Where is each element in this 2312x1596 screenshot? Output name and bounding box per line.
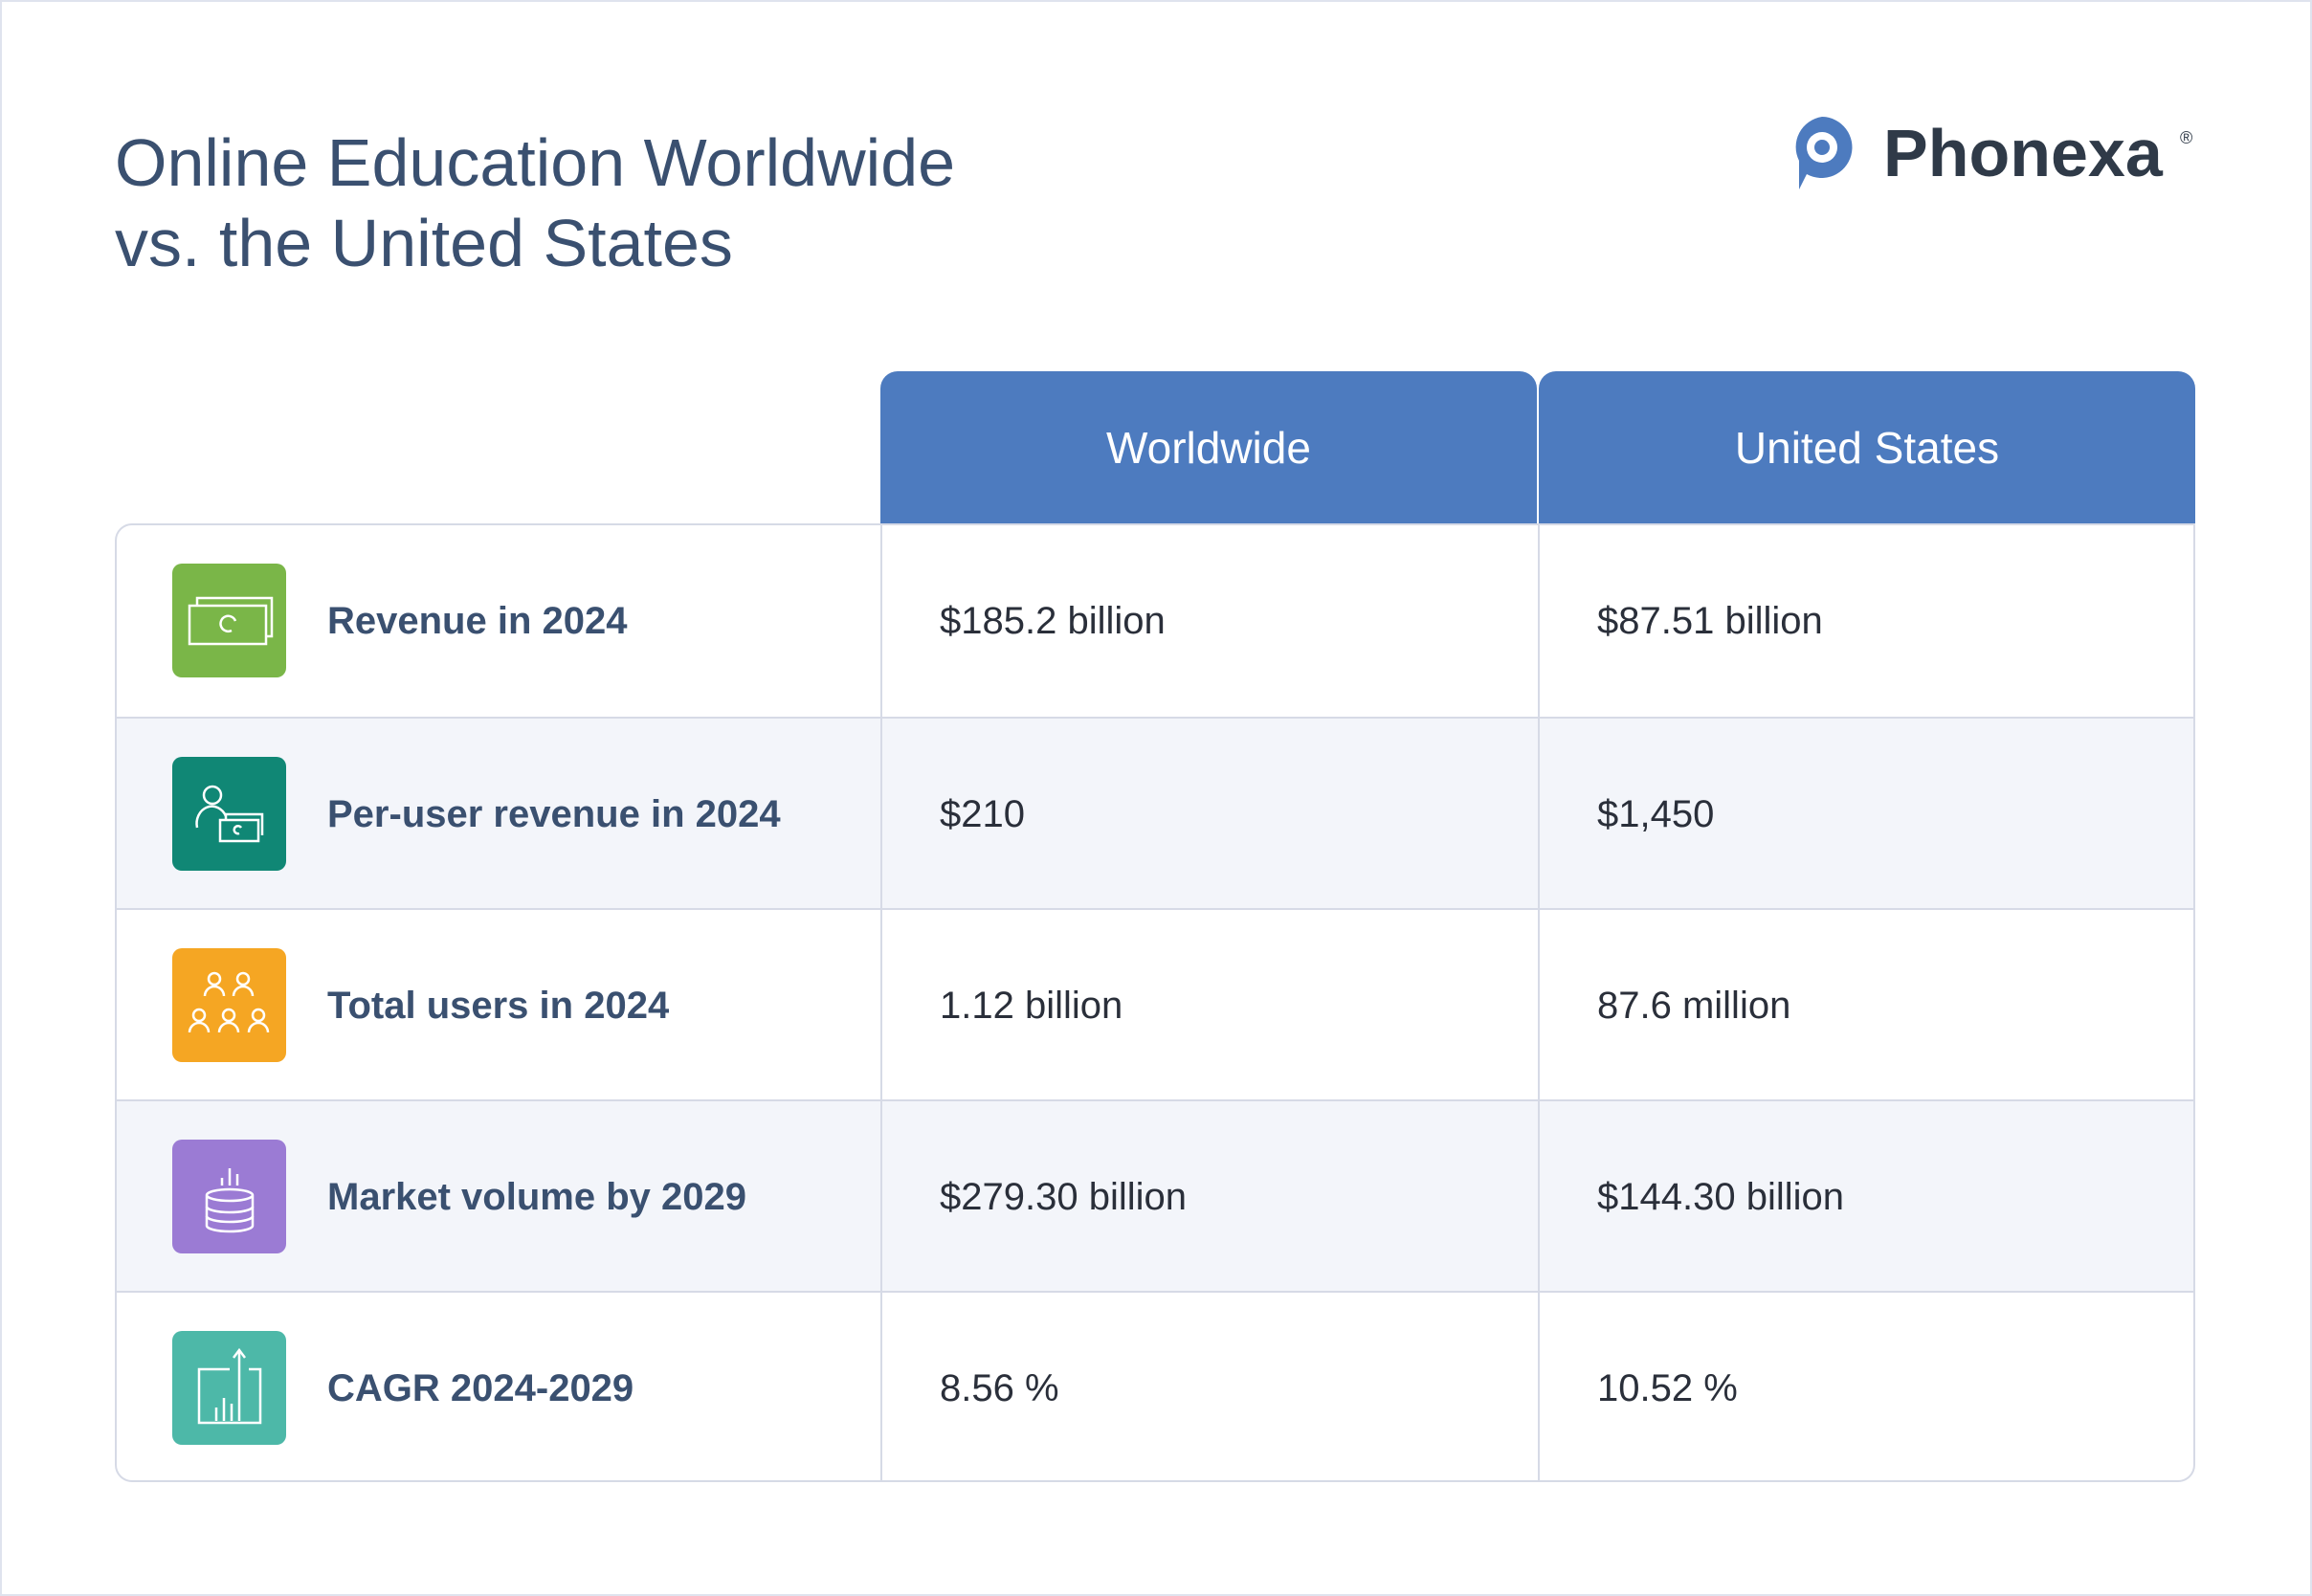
- cell: $210: [940, 792, 1025, 835]
- cell: $185.2 billion: [940, 599, 1166, 642]
- revenue-icon: [172, 564, 286, 677]
- logo-icon: [1795, 117, 1853, 189]
- row-label: Total users in 2024: [327, 984, 670, 1027]
- column-divider: [880, 525, 882, 1480]
- row-label: Market volume by 2029: [327, 1175, 746, 1218]
- row-label: CAGR 2024-2029: [327, 1366, 634, 1409]
- row-label: Per-user revenue in 2024: [327, 792, 781, 835]
- cagr-icon: [172, 1331, 286, 1445]
- per-user-icon: [172, 757, 286, 871]
- table-row: Market volume by 2029 $279.30 billion $1…: [117, 1099, 2193, 1291]
- logo-mark: ®: [2180, 128, 2193, 147]
- table-row: Total users in 2024 1.12 billion 87.6 mi…: [117, 908, 2193, 1099]
- title-line: Online Education Worldwide: [115, 125, 956, 200]
- table: Revenue in 2024 $185.2 billion $87.51 bi…: [115, 523, 2195, 1482]
- table-row: CAGR 2024-2029 8.56 % 10.52 %: [117, 1291, 2193, 1480]
- cell: 8.56 %: [940, 1366, 1059, 1409]
- table-row: Per-user revenue in 2024 $210 $1,450: [117, 717, 2193, 908]
- cell: $279.30 billion: [940, 1175, 1187, 1218]
- market-icon: [172, 1140, 286, 1253]
- column-divider: [1538, 525, 1540, 1480]
- cell: $144.30 billion: [1597, 1175, 1844, 1218]
- column-header: United States: [1539, 371, 2195, 523]
- cell: $1,450: [1597, 792, 1715, 835]
- title-line: vs. the United States: [115, 206, 733, 280]
- row-label: Revenue in 2024: [327, 599, 628, 642]
- cell: 1.12 billion: [940, 984, 1123, 1027]
- logo-text: Phonexa: [1883, 116, 2163, 190]
- cell: 10.52 %: [1597, 1366, 1738, 1409]
- column-header: Worldwide: [880, 371, 1537, 523]
- users-icon: [172, 948, 286, 1062]
- cell: 87.6 million: [1597, 984, 1791, 1027]
- table-row: Revenue in 2024 $185.2 billion $87.51 bi…: [117, 525, 2193, 717]
- cell: $87.51 billion: [1597, 599, 1823, 642]
